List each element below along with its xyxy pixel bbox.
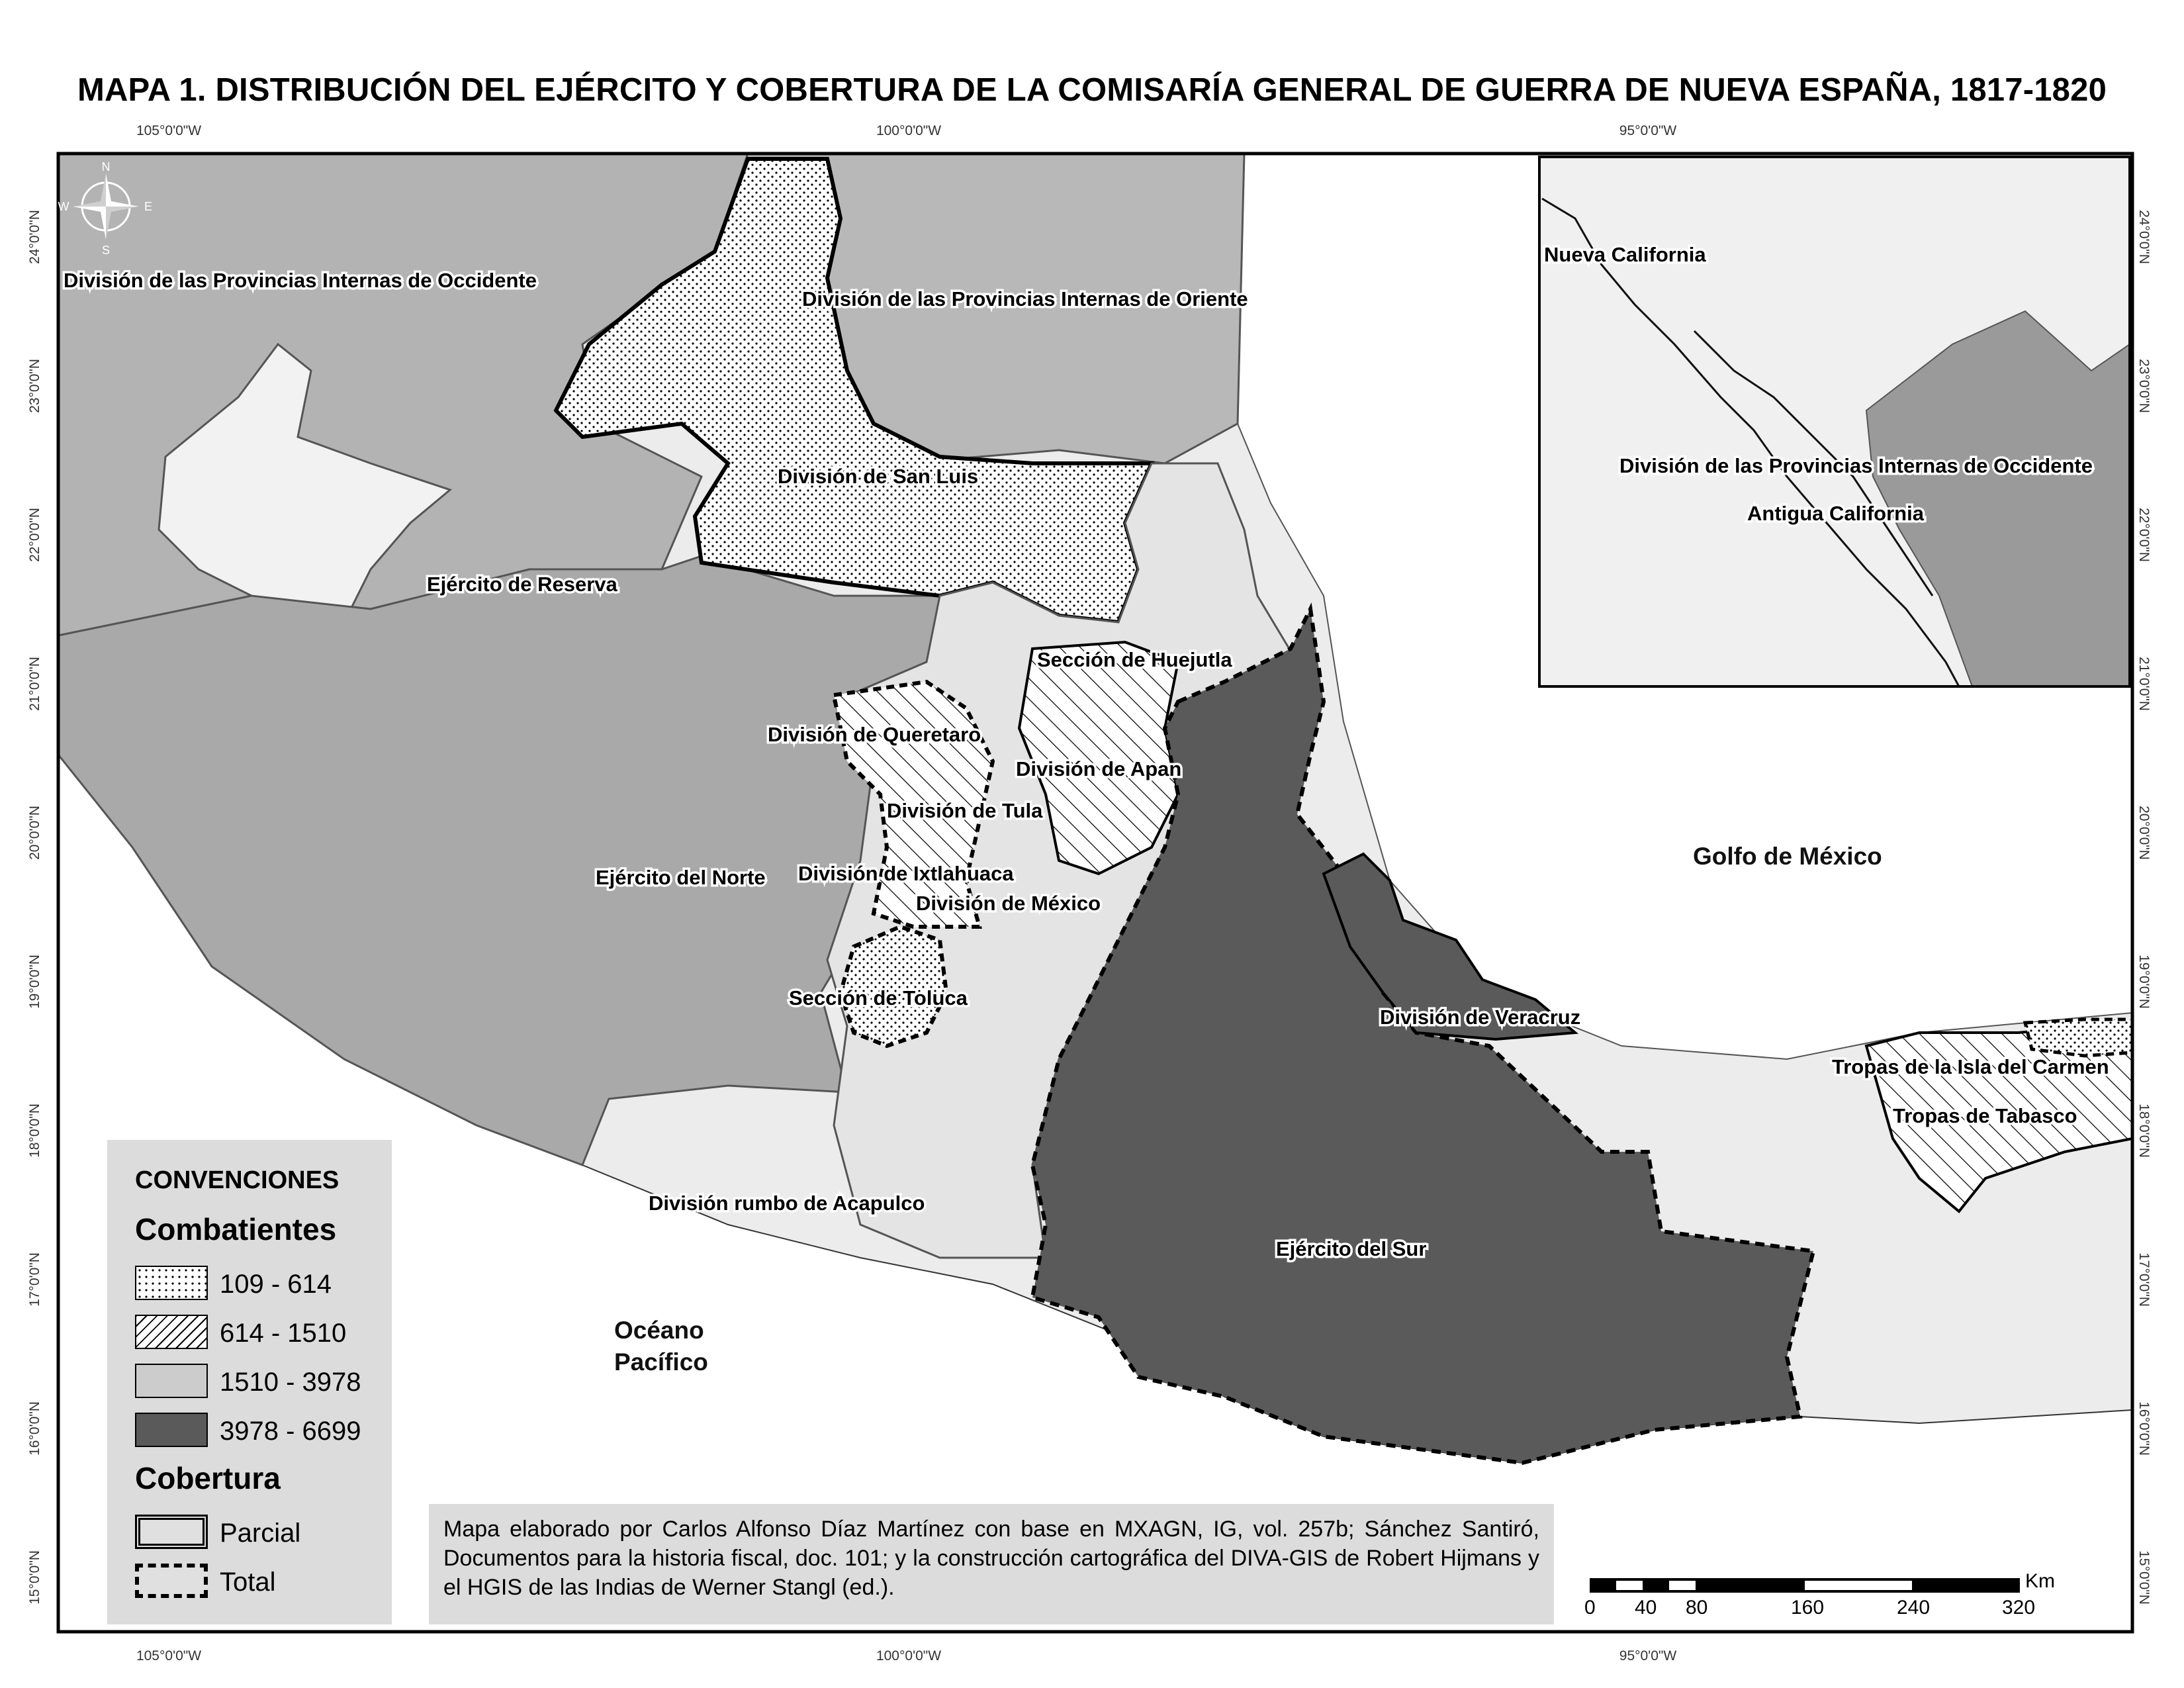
lat-tick-right-17: 17°0'0"N	[2136, 1252, 2152, 1307]
scale-label-240: 240	[1897, 1597, 1931, 1618]
inset-label-nueva-california: Nueva California	[1544, 243, 1706, 266]
scale-label-160: 160	[1791, 1597, 1825, 1618]
region-queretaro	[831, 679, 995, 929]
legend-label: Total	[220, 1568, 276, 1597]
legend-class-1: 109 - 614	[135, 1266, 387, 1303]
inset-label-occidente: División de las Provincias Internas de O…	[1619, 454, 2093, 477]
legend-swatch-light	[135, 1364, 208, 1398]
legend-label: 109 - 614	[220, 1270, 332, 1299]
lat-tick-right-23: 23°0'0"N	[2136, 359, 2152, 413]
label-golfo: Golfo de México	[1693, 843, 1882, 870]
lon-tick-bottom-100: 100°0'0"W	[876, 1648, 942, 1664]
inset-label-antigua-california: Antigua California	[1747, 502, 1925, 525]
lat-tick-right-21: 21°0'0"N	[2136, 657, 2152, 711]
legend-swatch-hatch	[135, 1315, 208, 1349]
lon-tick-bottom-105: 105°0'0"W	[136, 1648, 202, 1664]
scale-unit: Km	[2025, 1570, 2055, 1592]
label-tula: División de Tula	[887, 799, 1043, 822]
label-occidente: División de las Provincias Internas de O…	[64, 269, 537, 292]
legend-swatch-dark	[135, 1413, 208, 1447]
label-veracruz: División de Veracruz	[1380, 1006, 1580, 1029]
scale-label-0: 0	[1584, 1597, 1596, 1618]
label-san-luis: División de San Luis	[778, 465, 978, 488]
lat-tick-right-16: 16°0'0"N	[2136, 1401, 2152, 1456]
legend-class-4: 3978 - 6699	[135, 1413, 387, 1450]
legend-label: 1510 - 3978	[220, 1368, 361, 1397]
map-frame	[56, 152, 2134, 1634]
legend-swatch-dots	[135, 1266, 208, 1300]
lat-tick-right-22: 22°0'0"N	[2136, 508, 2152, 562]
label-oceano: Océano	[614, 1317, 704, 1344]
lon-tick-top-100: 100°0'0"W	[876, 123, 942, 138]
scale-label-320: 320	[2002, 1597, 2036, 1618]
lat-tick-left-22: 22°0'0"N	[26, 508, 42, 562]
scale-label-80: 80	[1686, 1597, 1708, 1618]
lon-tick-top-95: 95°0'0"W	[1619, 123, 1677, 138]
label-norte: Ejército del Norte	[596, 866, 766, 889]
lat-tick-left-15: 15°0'0"N	[26, 1550, 42, 1605]
compass-e: E	[144, 200, 152, 213]
lat-tick-right-24: 24°0'0"N	[2136, 210, 2152, 264]
region-isla-carmen	[2023, 1017, 2132, 1058]
credit-note: Mapa elaborado por Carlos Alfonso Díaz M…	[429, 1504, 1554, 1624]
label-isla-carmen: Tropas de la Isla del Carmen	[1832, 1055, 2109, 1078]
scale-label-40: 40	[1635, 1597, 1657, 1618]
region-tabasco	[1864, 1024, 2132, 1213]
lat-tick-left-23: 23°0'0"N	[26, 359, 42, 413]
inset-coast	[1541, 197, 1960, 687]
lat-tick-right-19: 19°0'0"N	[2136, 955, 2152, 1009]
label-reserva: Ejército de Reserva	[427, 573, 618, 596]
label-apan: División de Apan	[1016, 757, 1181, 780]
legend-heading: CONVENCIONES	[135, 1166, 340, 1194]
compass-s: S	[102, 244, 110, 257]
region-sur	[1030, 602, 1816, 1466]
label-huejutla: Sección de Huejutla	[1037, 648, 1232, 671]
lat-tick-right-18: 18°0'0"N	[2136, 1103, 2152, 1158]
label-mexico: División de México	[916, 892, 1101, 915]
lat-tick-right-15: 15°0'0"N	[2136, 1550, 2152, 1605]
inset-map	[1538, 156, 2131, 688]
lat-tick-right-20: 20°0'0"N	[2136, 806, 2152, 860]
legend-class-3: 1510 - 3978	[135, 1364, 387, 1401]
lat-tick-left-17: 17°0'0"N	[26, 1252, 42, 1307]
region-enclave-white	[158, 342, 453, 624]
scale-bar	[1590, 1578, 2020, 1593]
label-sur: Ejército del Sur	[1276, 1237, 1426, 1260]
map-title: MAPA 1. DISTRIBUCIÓN DEL EJÉRCITO Y COBE…	[77, 72, 2107, 108]
legend-swatch-parcial	[135, 1515, 208, 1549]
legend-combatientes-title: Combatientes	[135, 1212, 337, 1246]
legend-coverage-parcial: Parcial	[135, 1515, 387, 1552]
lon-tick-top-105: 105°0'0"W	[136, 123, 202, 138]
label-queretaro: División de Queretaro	[768, 723, 981, 746]
inset-coast-2	[1693, 330, 1934, 596]
label-oriente: División de las Provincias Internas de O…	[802, 287, 1248, 310]
compass-n: N	[102, 160, 111, 173]
lon-tick-bottom-95: 95°0'0"W	[1619, 1648, 1677, 1664]
lat-tick-left-16: 16°0'0"N	[26, 1401, 42, 1456]
legend-label: 614 - 1510	[220, 1319, 347, 1348]
lat-tick-left-24: 24°0'0"N	[26, 210, 42, 264]
compass-rose-icon: N S E W	[58, 160, 153, 257]
region-toluca	[838, 924, 949, 1049]
legend-cobertura-title: Cobertura	[135, 1461, 281, 1495]
legend-panel: CONVENCIONES Combatientes 109 - 614 614 …	[107, 1140, 392, 1624]
label-pacifico: Pacífico	[614, 1348, 708, 1376]
lat-tick-left-18: 18°0'0"N	[26, 1103, 42, 1158]
label-acapulco: División rumbo de Acapulco	[649, 1192, 925, 1215]
region-apan	[1017, 640, 1180, 876]
legend-class-2: 614 - 1510	[135, 1315, 387, 1352]
compass-w: W	[58, 200, 69, 213]
legend-label: 3978 - 6699	[220, 1417, 361, 1446]
label-ixtlahuaca: División de Ixtlahuaca	[798, 862, 1014, 885]
lat-tick-left-21: 21°0'0"N	[26, 657, 42, 711]
legend-swatch-total	[135, 1564, 208, 1598]
lat-tick-left-19: 19°0'0"N	[26, 955, 42, 1009]
label-tabasco: Tropas de Tabasco	[1893, 1104, 2077, 1127]
lat-tick-left-20: 20°0'0"N	[26, 806, 42, 860]
legend-coverage-total: Total	[135, 1564, 387, 1601]
region-veracruz	[1322, 852, 1579, 1041]
label-toluca: Sección de Toluca	[789, 986, 968, 1009]
legend-label: Parcial	[220, 1519, 301, 1548]
